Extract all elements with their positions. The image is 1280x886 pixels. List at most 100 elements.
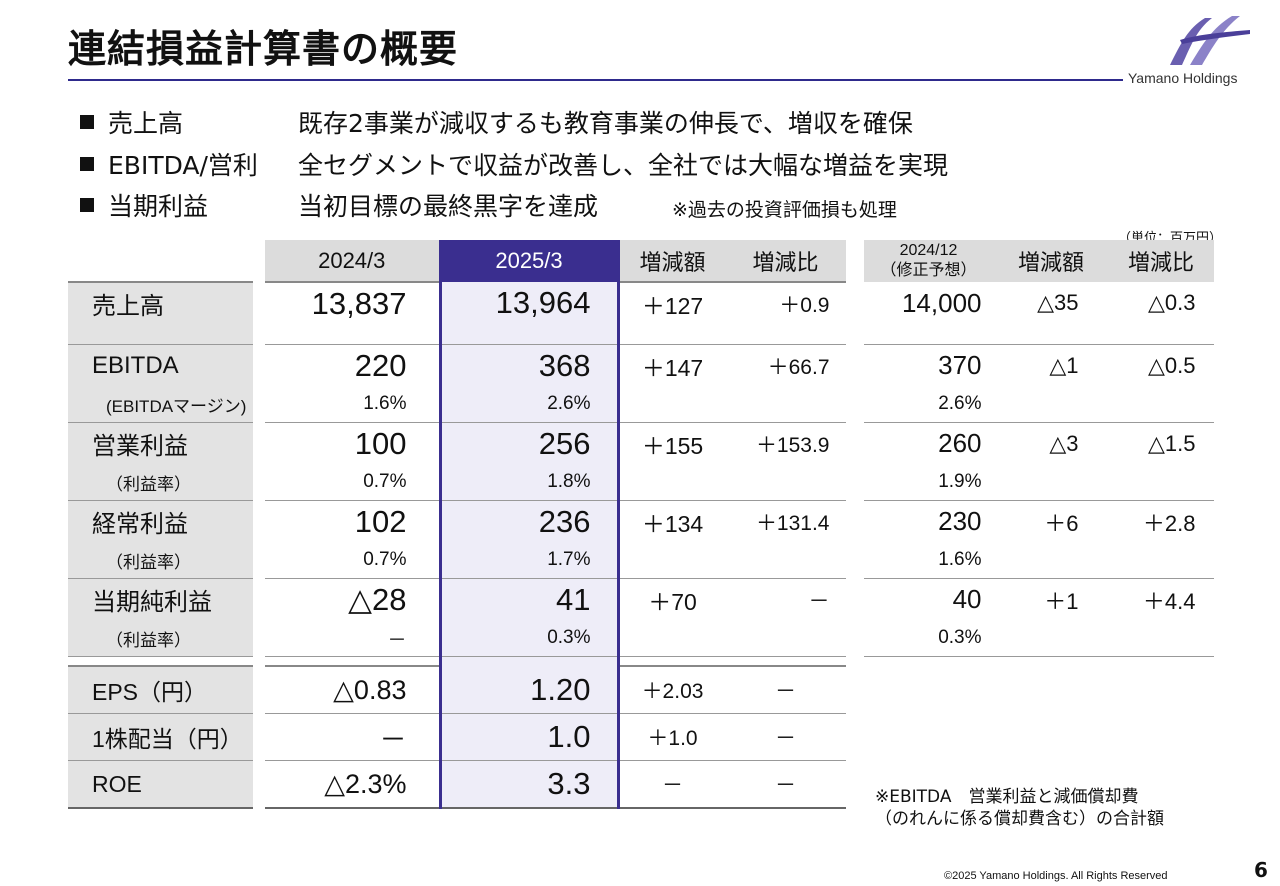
cell-2025: 1.0 [438, 713, 620, 761]
row-label: 当期純利益 [68, 578, 253, 620]
bullet-square-icon [80, 157, 94, 171]
row-label: EPS（円） [68, 665, 253, 714]
table-subrow: （利益率） 0.7% 1.8% 1.9% [68, 464, 1214, 501]
cell-forecast-ratio: △1.5 [1147, 430, 1196, 456]
header-2025: 2025/3 [438, 240, 620, 282]
cell-2025: 13,964 [438, 282, 620, 324]
bullet-note: ※過去の投資評価損も処理 [672, 199, 897, 221]
cell-diff: ＋134 [641, 510, 704, 537]
cell-2025: 256 [438, 422, 620, 464]
cell-2025: 1.20 [438, 666, 620, 714]
cell-diff: ＋155 [641, 432, 704, 459]
cell-forecast-sub: 0.3% [863, 620, 994, 657]
cell-diff: ＋147 [641, 354, 704, 381]
cell-forecast: 260 [938, 428, 982, 458]
row-label: 売上高 [68, 281, 253, 324]
cell-2024: 13,837 [265, 281, 440, 324]
cell-2024-sub [265, 324, 440, 345]
bullet-square-icon [80, 198, 94, 212]
table-row: 営業利益 100 256 ＋155 ＋153.9 260 △3 △1.5 [68, 422, 1214, 464]
table-row: EBITDA 220 368 ＋147 ＋66.7 370 △1 △0.5 [68, 344, 1214, 386]
row-sublabel: （利益率） [68, 464, 253, 501]
cell-ratio: ＋153.9 [755, 433, 830, 457]
bullet-text: 当初目標の最終黒字を達成 [298, 192, 599, 221]
title-divider [68, 79, 1123, 81]
cell-ratio: － [725, 713, 846, 761]
cell-2025: 236 [438, 500, 620, 542]
cell-2024: △28 [348, 581, 407, 617]
cell-2025-sub: 1.7% [438, 542, 620, 579]
cell-2025: 368 [438, 344, 620, 386]
table-subrow: （利益率） 0.7% 1.7% 1.6% [68, 542, 1214, 579]
cell-forecast-sub: 2.6% [863, 386, 994, 423]
table-subrow: （利益率）－ 0.3% 0.3% [68, 620, 1214, 657]
logo-text: Yamano Holdings [1128, 70, 1238, 86]
row-label: 経常利益 [68, 500, 253, 542]
cell-diff: － [618, 760, 726, 809]
cell-ratio: ＋131.4 [755, 511, 830, 535]
header-ratio: 増減比 [725, 240, 846, 282]
bullet-label: EBITDA/営利 [108, 151, 258, 180]
cell-2025-sub: 0.3% [438, 620, 620, 657]
cell-2024-sub: 0.7% [265, 464, 440, 501]
cell-diff: ＋2.03 [618, 665, 726, 714]
cell-forecast-diff: △35 [1037, 290, 1079, 315]
cell-ratio: ＋66.7 [767, 355, 830, 379]
yamano-logo-icon [1170, 16, 1250, 65]
cell-forecast-ratio: ＋4.4 [1142, 588, 1196, 614]
header-2024: 2024/3 [265, 240, 440, 282]
cell-forecast-sub: 1.9% [863, 464, 994, 501]
cell-diff: ＋1.0 [618, 713, 726, 761]
page-title: 連結損益計算書の概要 [68, 27, 459, 71]
row-label: 1株配当（円） [68, 713, 253, 761]
header-forecast-ratio: 増減比 [1108, 240, 1214, 282]
cell-2025-sub [438, 324, 620, 345]
cell-2024: 220 [354, 347, 407, 383]
cell-2025-sub: 1.8% [438, 464, 620, 501]
page-number: 6 [1254, 858, 1268, 882]
row-label: ROE [68, 760, 253, 809]
cell-ratio: － [808, 589, 830, 613]
table-row: ROE △2.3% 3.3 －－ [68, 760, 1214, 809]
cell-forecast-ratio: △0.5 [1147, 352, 1196, 378]
table-row: 当期純利益 △28 41 ＋70 － 40 ＋1 ＋4.4 [68, 578, 1214, 620]
row-sublabel: （利益率） [68, 542, 253, 579]
row-label: EBITDA [68, 344, 253, 386]
cell-2025: 41 [438, 578, 620, 620]
cell-2024: △0.83 [265, 665, 440, 714]
cell-forecast: 230 [938, 506, 982, 536]
table-row: 1株配当（円）－ 1.0 ＋1.0 － [68, 713, 1214, 761]
financial-summary-table: 2024/3 2025/3 増減額 増減比 2024/12 （修正予想） 増減額… [68, 240, 1214, 809]
bullet-square-icon [80, 115, 94, 129]
footnote: ※EBITDA 営業利益と減価償却費 （のれんに係る償却費含む）の合計額 [875, 786, 1164, 830]
cell-forecast: 14,000 [901, 287, 982, 318]
cell-forecast-ratio: △0.3 [1147, 290, 1196, 315]
table-row: 経常利益 102 236 ＋134 ＋131.4 230 ＋6 ＋2.8 [68, 500, 1214, 542]
header-forecast-line1: 2024/12 [899, 242, 958, 259]
cell-forecast-diff: △1 [1049, 352, 1079, 378]
bullet-label: 売上高 [108, 109, 184, 138]
table-subrow [68, 324, 1214, 345]
header-forecast-diff: 増減額 [993, 240, 1109, 282]
cell-ratio: ＋0.9 [725, 281, 846, 324]
cell-2024: 100 [354, 425, 407, 461]
cell-2024: － [265, 713, 440, 761]
cell-2025-sub: 2.6% [438, 386, 620, 423]
cell-diff: ＋70 [648, 588, 697, 615]
copyright: ©2025 Yamano Holdings. All Rights Reserv… [944, 870, 1168, 882]
cell-2024: 102 [354, 503, 407, 539]
bullet-text: 既存2事業が減収するも教育事業の伸長で、増収を確保 [298, 109, 913, 138]
cell-diff: ＋127 [618, 281, 726, 324]
cell-forecast-sub [863, 324, 994, 345]
cell-forecast-diff: △3 [1049, 430, 1079, 456]
header-forecast-line2: （修正予想） [880, 262, 977, 279]
table-row: EPS（円） △0.83 1.20 ＋2.03 － [68, 665, 1214, 714]
table-subrow: (EBITDAマージン) 1.6% 2.6% 2.6% [68, 386, 1214, 423]
cell-forecast-diff: ＋1 [1044, 588, 1079, 614]
cell-2024-sub: 0.7% [265, 542, 440, 579]
cell-forecast-ratio: ＋2.8 [1142, 510, 1196, 536]
bullet-text: 全セグメントで収益が改善し、全社では大幅な増益を実現 [298, 151, 949, 180]
cell-ratio: － [725, 760, 846, 809]
table-row: 売上高 13,837 13,964 ＋127 ＋0.9 14,000 △35 △0.3 [68, 281, 1214, 324]
row-sublabel: (EBITDAマージン) [68, 386, 253, 423]
